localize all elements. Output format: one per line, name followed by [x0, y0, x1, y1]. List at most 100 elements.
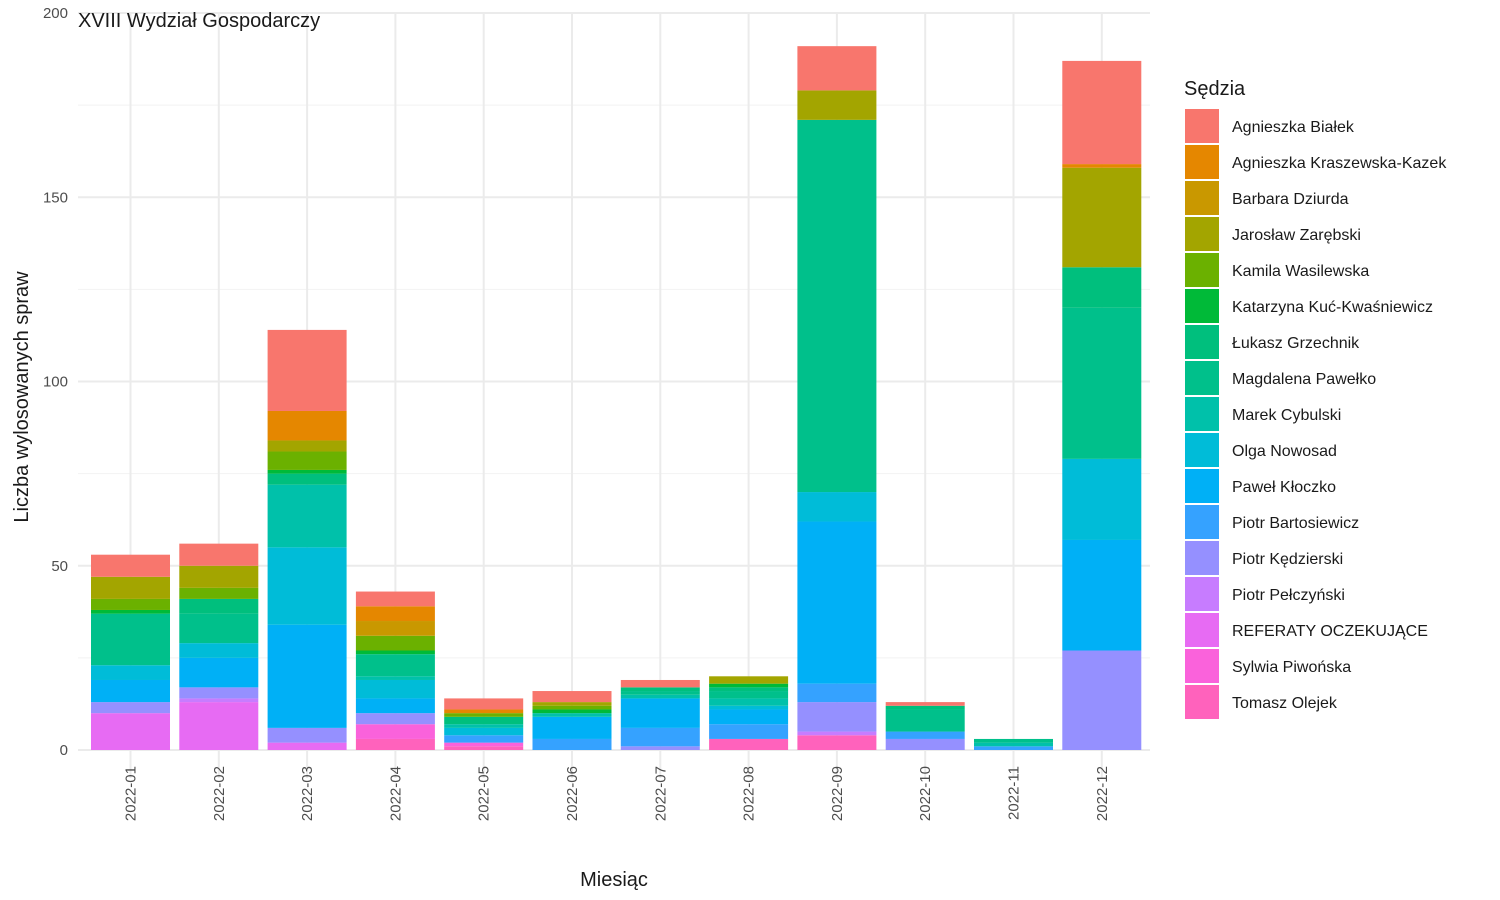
bar-segment [355, 591, 435, 607]
y-axis-ticks: 0 50 100 150 200 [43, 5, 68, 759]
bar-segment [179, 565, 259, 588]
bar-segment [797, 521, 877, 684]
bar-segment [974, 742, 1053, 747]
x-tick-label: 2022-12 [1094, 766, 1111, 821]
bar-segment [532, 738, 612, 750]
bar-segment [267, 440, 347, 452]
bar-segment [709, 676, 789, 684]
bar-segment [1062, 267, 1142, 308]
bar-segment [444, 735, 524, 743]
bar-segment [1062, 60, 1142, 165]
legend-label: REFERATY OCZEKUJĄCE [1232, 623, 1428, 640]
legend-swatch [1185, 145, 1219, 179]
bar-segment [532, 709, 612, 714]
bar-segment [620, 698, 700, 728]
legend-swatch [1185, 685, 1219, 719]
legend-label: Piotr Kędzierski [1232, 551, 1343, 568]
x-tick-label: 2022-09 [829, 766, 846, 821]
x-axis-ticks: 2022-01 2022-02 2022-03 2022-04 2022-05 2022-… [123, 766, 1111, 821]
bar-segment [974, 746, 1053, 750]
legend-swatch [1185, 109, 1219, 143]
chart-title: XVIII Wydział Gospodarczy [78, 10, 320, 32]
bar-segment [444, 727, 524, 736]
bar-segment [885, 702, 965, 706]
bar-segment [797, 731, 877, 736]
x-tick-label: 2022-01 [123, 766, 140, 821]
bar-segment [355, 650, 435, 655]
bar-segment [709, 683, 789, 688]
bar-segment [179, 613, 259, 644]
bar-segment [267, 469, 347, 474]
legend-label: Łukasz Grzechnik [1232, 335, 1360, 352]
legend-swatch [1185, 289, 1219, 323]
legend-label: Piotr Pełczyński [1232, 587, 1345, 604]
legend-label: Paweł Kłoczko [1232, 479, 1336, 496]
x-tick-label: 2022-03 [299, 766, 316, 821]
x-tick-label: 2022-05 [476, 766, 493, 821]
bar-segment [532, 691, 612, 703]
legend-swatch [1185, 433, 1219, 467]
bar-segment [885, 709, 965, 732]
bar-segment [179, 657, 259, 688]
legend-swatch [1185, 217, 1219, 251]
legend-swatch [1185, 361, 1219, 395]
bar-segment [179, 643, 259, 658]
y-tick-label: 200 [43, 5, 68, 22]
x-tick-label: 2022-11 [1006, 766, 1023, 820]
bar-segment [709, 724, 789, 739]
bar-segment [974, 738, 1053, 743]
bar-segment [267, 473, 347, 485]
bar-segment [1062, 539, 1142, 651]
bar-segment [797, 492, 877, 522]
y-tick-label: 100 [43, 374, 68, 391]
legend-label: Agnieszka Kraszewska-Kazek [1232, 155, 1447, 172]
bar-segment [797, 702, 877, 732]
bar-segment [709, 738, 789, 750]
y-tick-label: 150 [43, 189, 68, 206]
bar-segment [444, 709, 524, 714]
legend-label: Sylwia Piwońska [1232, 659, 1351, 676]
bar-segment [444, 716, 524, 725]
legend-label: Barbara Dziurda [1232, 191, 1349, 208]
bar-segment [444, 742, 524, 747]
bar-segment [709, 705, 789, 710]
legend-items: Agnieszka Białek Agnieszka Kraszewska-Kaz… [1185, 109, 1447, 719]
bar-segment [532, 702, 612, 706]
bar-segment [267, 329, 347, 411]
bar-segment [355, 654, 435, 677]
legend-label: Olga Nowosad [1232, 443, 1337, 460]
bar-segment [885, 731, 965, 739]
y-tick-label: 0 [60, 742, 68, 759]
legend-label: Tomasz Olejek [1232, 695, 1338, 712]
x-tick-label: 2022-06 [564, 766, 581, 821]
bar-segment [179, 687, 259, 699]
bar-segment [444, 724, 524, 728]
bar-segment [267, 742, 347, 750]
bar-segment [797, 46, 877, 91]
bar-segment [91, 679, 170, 703]
bar-segment [620, 694, 700, 699]
bar-segment [91, 713, 170, 750]
bar-segment [355, 679, 435, 699]
bar-segment [267, 547, 347, 625]
bar-segment [179, 598, 259, 614]
bar-segment [355, 621, 435, 636]
legend-label: Magdalena Pawełko [1232, 371, 1376, 388]
bar-segment [709, 691, 789, 699]
bar-segment [355, 713, 435, 725]
bar-segment [355, 724, 435, 739]
legend-swatch [1185, 649, 1219, 683]
bar-segment [1062, 167, 1142, 268]
bar-segment [532, 705, 612, 710]
legend-swatch [1185, 325, 1219, 359]
bar-segment [267, 727, 347, 743]
bar-segment [620, 727, 700, 747]
legend-label: Marek Cybulski [1232, 407, 1341, 424]
bar-segment [179, 702, 259, 750]
legend-label: Piotr Bartosiewicz [1232, 515, 1359, 532]
bar-segment [91, 665, 170, 680]
bar-segment [444, 713, 524, 717]
bar-segment [885, 705, 965, 710]
bar-segment [532, 713, 612, 717]
